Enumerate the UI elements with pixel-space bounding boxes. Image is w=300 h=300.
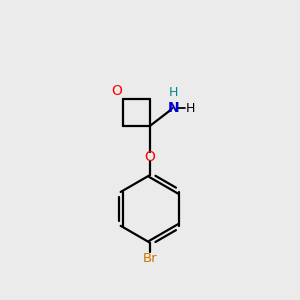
Text: O: O	[111, 84, 122, 98]
Text: N: N	[168, 101, 179, 115]
Text: H: H	[186, 102, 195, 115]
Text: O: O	[145, 150, 155, 164]
Text: H: H	[169, 86, 178, 99]
Text: Br: Br	[143, 253, 157, 266]
